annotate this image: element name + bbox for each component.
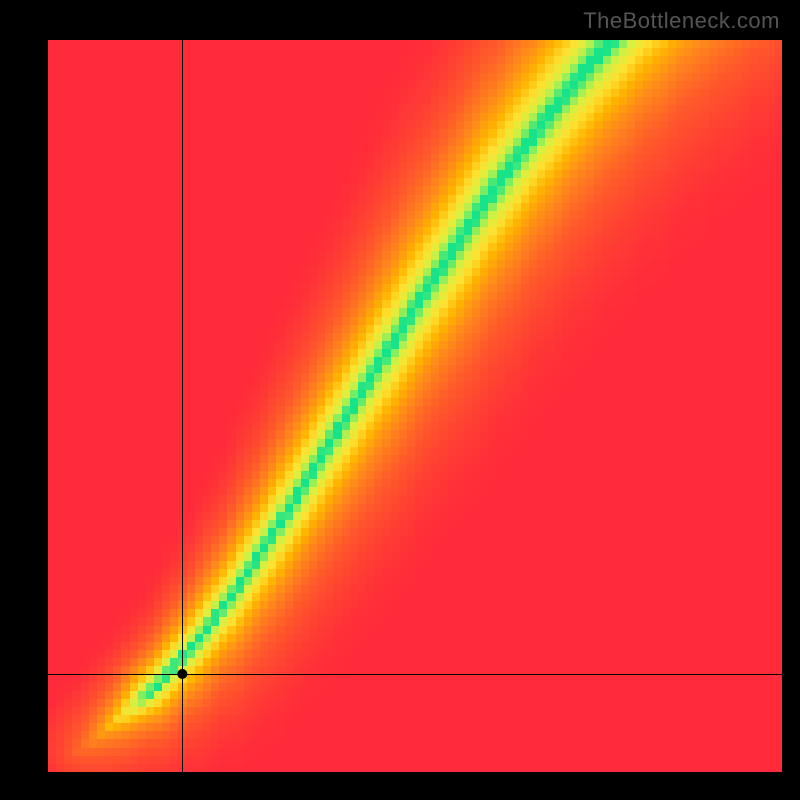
crosshair-overlay xyxy=(48,40,782,772)
watermark-text: TheBottleneck.com xyxy=(583,8,780,34)
chart-container: TheBottleneck.com xyxy=(0,0,800,800)
